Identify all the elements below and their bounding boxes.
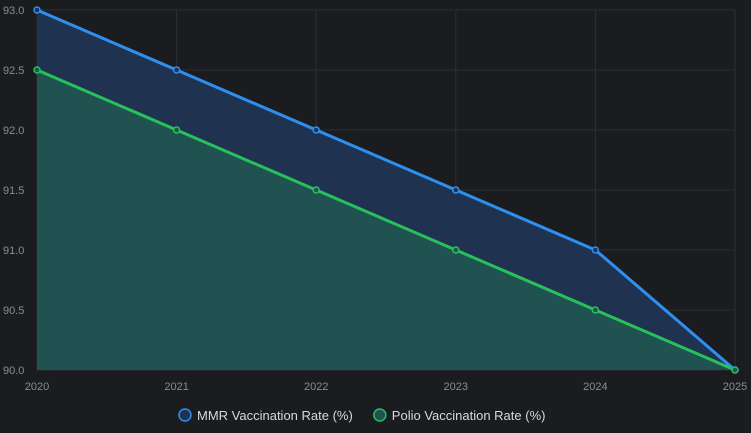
y-tick-label: 91.5: [3, 185, 24, 197]
legend-label-1[interactable]: Polio Vaccination Rate (%): [392, 408, 546, 423]
x-tick-label: 2023: [444, 381, 468, 393]
series-line-1: [36, 68, 736, 372]
data-point[interactable]: [33, 6, 41, 14]
y-tick-label: 92.5: [3, 65, 24, 77]
legend-marker-1[interactable]: [373, 408, 387, 422]
legend-marker-0[interactable]: [178, 408, 192, 422]
x-tick-label: 2020: [25, 381, 49, 393]
data-point[interactable]: [172, 126, 181, 134]
point-layer: [33, 6, 739, 374]
data-point[interactable]: [452, 186, 460, 194]
y-tick-label: 90.0: [3, 365, 24, 377]
x-axis-ticks: 2020 2021 2022 2023 2024 2025: [25, 381, 747, 393]
x-tick-label: 2024: [583, 381, 607, 393]
y-tick-label: 90.5: [3, 305, 24, 317]
y-tick-label: 91.0: [3, 245, 24, 257]
data-point[interactable]: [172, 66, 181, 74]
legend: MMR Vaccination Rate (%) Polio Vaccinatio…: [178, 408, 546, 423]
x-tick-label: 2021: [164, 381, 188, 393]
data-point[interactable]: [33, 66, 41, 74]
x-tick-label: 2025: [723, 381, 747, 393]
data-point[interactable]: [312, 186, 320, 194]
line-layer: [36, 8, 736, 372]
data-point[interactable]: [731, 366, 739, 374]
y-axis-ticks: 90.0 90.5 91.0 91.5 92.0 92.5 93.0: [3, 5, 24, 377]
data-point[interactable]: [591, 246, 600, 254]
series-line-0: [36, 8, 736, 372]
y-tick-label: 92.0: [3, 125, 24, 137]
data-point[interactable]: [452, 246, 460, 254]
legend-label-0[interactable]: MMR Vaccination Rate (%): [197, 408, 353, 423]
data-point[interactable]: [591, 306, 600, 314]
x-tick-label: 2022: [304, 381, 328, 393]
data-point[interactable]: [312, 126, 320, 134]
y-tick-label: 93.0: [3, 5, 24, 17]
